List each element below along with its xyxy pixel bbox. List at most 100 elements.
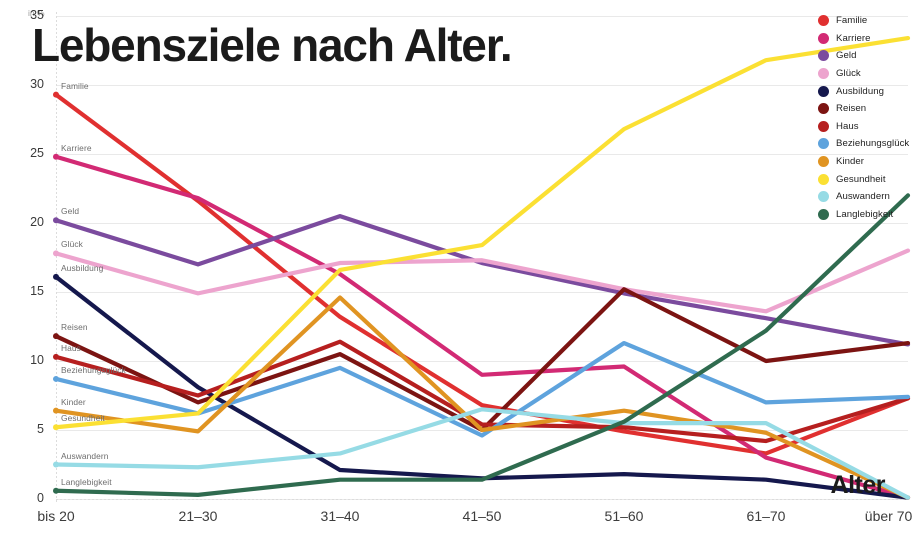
- legend-item[interactable]: Auswandern: [818, 188, 915, 206]
- legend-item[interactable]: Haus: [818, 118, 915, 136]
- series-line: [53, 248, 911, 314]
- legend-item-label: Langlebigkeit: [836, 208, 894, 220]
- legend-item[interactable]: Reisen: [818, 100, 915, 118]
- legend-color-swatch-icon: [818, 50, 829, 62]
- x-axis-tick-label: 41–50: [462, 508, 502, 524]
- y-axis-tick-label: 15: [30, 284, 44, 298]
- series-start-dot: [53, 153, 59, 160]
- legend-item-label: Reisen: [836, 103, 867, 115]
- series-line: [53, 339, 911, 444]
- legend-item-label: Ausbildung: [836, 85, 884, 97]
- series-start-dot: [53, 407, 59, 414]
- legend-item[interactable]: Gesundheit: [818, 170, 915, 188]
- series-line: [53, 154, 911, 500]
- legend-color-swatch-icon: [818, 138, 829, 150]
- inline-series-label: Karriere: [61, 142, 92, 153]
- y-axis-tick-label: 20: [30, 215, 44, 229]
- legend-color-swatch-icon: [818, 68, 829, 80]
- inline-series-label: Haus: [61, 342, 81, 353]
- series-start-dot: [53, 250, 59, 257]
- legend-color-swatch-icon: [818, 208, 829, 220]
- y-axis-tick-label: 5: [37, 422, 44, 436]
- inline-series-label: Kinder: [61, 396, 86, 407]
- y-axis-tick-label: 0: [37, 491, 44, 505]
- series-start-dot: [53, 91, 59, 98]
- legend-item-label: Kinder: [836, 156, 865, 168]
- series-start-dot: [53, 461, 59, 468]
- legend-item[interactable]: Langlebigkeit: [818, 206, 915, 224]
- gridline: [56, 85, 908, 86]
- legend-item[interactable]: Beziehungsglück: [818, 135, 915, 153]
- x-axis-line: [56, 499, 908, 500]
- legend-color-swatch-icon: [818, 191, 829, 203]
- y-axis-tick-label: 30: [30, 77, 44, 91]
- gridline: [56, 292, 908, 293]
- series-line: [53, 295, 911, 500]
- series-start-dot: [53, 424, 59, 431]
- legend-color-swatch-icon: [818, 32, 829, 44]
- x-axis-tick-label: 21–30: [178, 508, 218, 524]
- inline-series-label: Glück: [61, 239, 83, 250]
- inline-series-label: Gesundheit: [61, 413, 105, 424]
- x-axis-tick-label: 61–70: [746, 508, 786, 524]
- legend-item[interactable]: Geld: [818, 47, 915, 65]
- legend-color-swatch-icon: [818, 120, 829, 132]
- gridline: [56, 223, 908, 224]
- legend-item-label: Glück: [836, 68, 861, 80]
- legend-color-swatch-icon: [818, 15, 829, 27]
- series-start-dot: [53, 273, 59, 280]
- y-axis-tick-label: 10: [30, 353, 44, 367]
- inline-series-label: Beziehungsglück: [61, 364, 126, 375]
- legend-item-label: Karriere: [836, 32, 871, 44]
- legend-item-label: Haus: [836, 120, 859, 132]
- legend-color-swatch-icon: [818, 85, 829, 97]
- legend-item[interactable]: Ausbildung: [818, 82, 915, 100]
- legend-item-label: Gesundheit: [836, 173, 886, 185]
- inline-series-label: Geld: [61, 206, 80, 217]
- series-line: [53, 193, 911, 497]
- legend-color-swatch-icon: [818, 156, 829, 168]
- y-axis-unit-label: in %: [28, 8, 45, 18]
- inline-series-label: Langlebigkeit: [61, 476, 112, 487]
- x-axis-tick-label: bis 20: [37, 508, 75, 524]
- y-axis-tick-label: 35: [30, 8, 44, 22]
- legend-item-label: Auswandern: [836, 191, 890, 203]
- series-start-dot: [53, 353, 59, 360]
- x-axis-title: Alter: [830, 471, 886, 499]
- inline-series-label: Ausbildung: [61, 262, 104, 273]
- series-start-dot: [53, 375, 59, 382]
- legend-item[interactable]: Karriere: [818, 30, 915, 48]
- series-line: [53, 214, 911, 347]
- x-axis-tick-label: über 70 Jahre: [864, 508, 915, 524]
- legend-item-label: Beziehungsglück: [836, 138, 910, 150]
- series-start-dot: [53, 217, 59, 224]
- legend-item[interactable]: Familie: [818, 12, 915, 30]
- legend-color-swatch-icon: [818, 173, 829, 185]
- series-line: [53, 340, 911, 438]
- series-start-dot: [53, 487, 59, 494]
- gridline: [56, 16, 908, 17]
- y-axis-line: [56, 12, 57, 502]
- gridline: [56, 154, 908, 155]
- series-start-dot: [53, 333, 59, 340]
- inline-series-label: Auswandern: [61, 450, 109, 461]
- y-axis-tick-label: 25: [30, 146, 44, 160]
- gridline: [56, 361, 908, 362]
- legend: Familie Karriere Geld Glück Ausbildung Reisen…: [818, 12, 915, 223]
- series-line: [53, 274, 911, 500]
- inline-series-label: Familie: [61, 80, 89, 91]
- legend-item-label: Familie: [836, 15, 868, 27]
- legend-item[interactable]: Kinder: [818, 153, 915, 171]
- legend-color-swatch-icon: [818, 103, 829, 115]
- legend-item-label: Geld: [836, 50, 857, 62]
- x-axis-tick-label: 31–40: [320, 508, 360, 524]
- legend-item[interactable]: Glück: [818, 65, 915, 83]
- series-line: [53, 92, 911, 456]
- x-axis-tick-label: 51–60: [604, 508, 644, 524]
- inline-series-label: Reisen: [61, 322, 88, 333]
- series-line: [53, 35, 911, 430]
- series-line: [53, 407, 911, 500]
